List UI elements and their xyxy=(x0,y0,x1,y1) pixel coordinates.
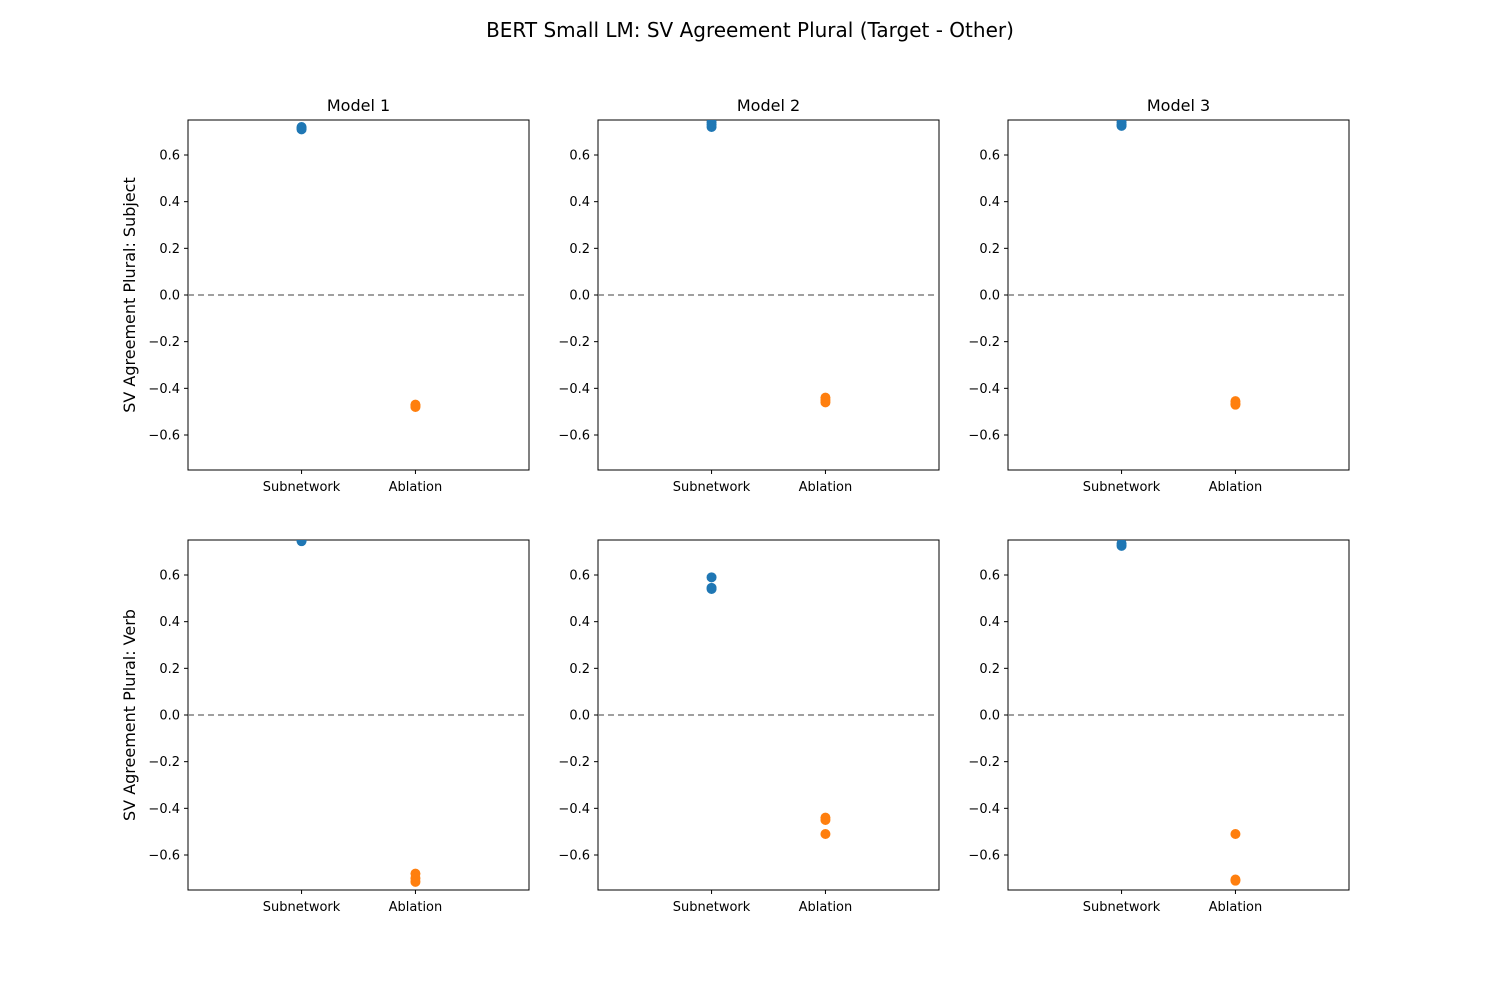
x-tick-label: Subnetwork xyxy=(263,900,341,915)
y-tick-label: 0.4 xyxy=(979,195,1000,210)
panel-1-3: −0.6 −0.4 −0.2 0.0 0.2 0.4 0.6 Subnetwork Ablati… xyxy=(968,96,1350,495)
ablation-point xyxy=(1230,875,1241,886)
y-tick-label: −0.4 xyxy=(968,802,1000,817)
subnetwork-point xyxy=(706,584,717,594)
ablation-point xyxy=(1230,829,1241,839)
y-tick-label: −0.4 xyxy=(148,802,180,817)
x-tick-label: Subnetwork xyxy=(673,900,751,915)
panel-title: Model 3 xyxy=(1147,96,1210,115)
y-tick-label: 0.6 xyxy=(569,149,590,164)
ablation-point xyxy=(820,829,831,839)
y-tick-label: −0.2 xyxy=(558,755,590,770)
y-tick-label: 0.4 xyxy=(979,615,1000,630)
y-tick-label: 0.6 xyxy=(569,569,590,584)
panel-title: Model 1 xyxy=(327,96,390,115)
data-points xyxy=(706,572,831,839)
y-tick-label: 0.2 xyxy=(569,662,590,677)
y-tick-label: −0.6 xyxy=(968,849,1000,864)
y-tick-label: 0.0 xyxy=(159,289,180,304)
subnetwork-point xyxy=(1116,120,1127,130)
ablation-point xyxy=(820,815,831,825)
data-points xyxy=(1116,540,1241,886)
y-tick-label: −0.4 xyxy=(968,382,1000,397)
y-tick-label: 0.6 xyxy=(159,569,180,584)
data-points xyxy=(1116,120,1241,410)
x-tick-label: Ablation xyxy=(799,900,853,915)
y-tick-label: −0.6 xyxy=(968,429,1000,444)
subnetwork-point xyxy=(296,540,307,547)
y-tick-label: −0.4 xyxy=(148,382,180,397)
y-tick-label: 0.0 xyxy=(569,709,590,724)
x-tick-label: Subnetwork xyxy=(263,480,341,495)
y-tick-label: −0.2 xyxy=(968,335,1000,350)
subnetwork-point xyxy=(706,120,717,130)
y-axis-label: SV Agreement Plural: Subject xyxy=(120,177,139,412)
y-tick-label: 0.6 xyxy=(159,149,180,164)
panel-title: Model 2 xyxy=(737,96,800,115)
y-tick-label: 0.2 xyxy=(979,242,1000,257)
x-tick-label: Subnetwork xyxy=(1083,480,1161,495)
subnetwork-point xyxy=(706,572,717,583)
y-tick-label: −0.4 xyxy=(558,382,590,397)
panels-layer: −0.6 −0.4 −0.2 0.0 0.2 0.4 0.6 Subnetwork Ablati… xyxy=(120,96,1350,915)
y-tick-label: 0.4 xyxy=(569,615,590,630)
y-tick-label: 0.6 xyxy=(979,149,1000,164)
y-tick-label: 0.4 xyxy=(159,615,180,630)
ablation-point xyxy=(1230,398,1241,409)
ablation-point xyxy=(820,395,831,405)
data-points xyxy=(296,122,421,412)
x-tick-label: Subnetwork xyxy=(1083,900,1161,915)
y-tick-label: 0.0 xyxy=(979,289,1000,304)
y-tick-label: −0.6 xyxy=(148,429,180,444)
panel-2-3: −0.6 −0.4 −0.2 0.0 0.2 0.4 0.6 Subnetwork Ablati… xyxy=(968,539,1350,915)
panel-2-2: −0.6 −0.4 −0.2 0.0 0.2 0.4 0.6 Subnetwork Ablati… xyxy=(558,539,940,915)
y-tick-label: −0.2 xyxy=(148,335,180,350)
y-tick-label: −0.2 xyxy=(148,755,180,770)
subnetwork-point xyxy=(296,123,307,134)
x-tick-label: Ablation xyxy=(799,480,853,495)
ablation-point xyxy=(410,876,421,887)
y-tick-label: 0.2 xyxy=(159,242,180,257)
panel-1-2: −0.6 −0.4 −0.2 0.0 0.2 0.4 0.6 Subnetwork Ablati… xyxy=(558,96,940,495)
y-tick-label: −0.2 xyxy=(558,335,590,350)
y-tick-label: 0.2 xyxy=(979,662,1000,677)
x-tick-label: Subnetwork xyxy=(673,480,751,495)
y-tick-label: −0.6 xyxy=(558,849,590,864)
y-axis-label: SV Agreement Plural: Verb xyxy=(120,609,139,821)
x-tick-label: Ablation xyxy=(389,480,443,495)
y-tick-label: 0.0 xyxy=(979,709,1000,724)
y-tick-label: 0.0 xyxy=(159,709,180,724)
y-tick-label: −0.6 xyxy=(148,849,180,864)
panel-2-1: −0.6 −0.4 −0.2 0.0 0.2 0.4 0.6 Subnetwork Ablati… xyxy=(120,539,530,915)
y-tick-label: 0.2 xyxy=(159,662,180,677)
data-points xyxy=(296,540,421,887)
y-tick-label: 0.4 xyxy=(159,195,180,210)
chart-title: BERT Small LM: SV Agreement Plural (Targ… xyxy=(486,18,1014,42)
x-tick-label: Ablation xyxy=(1209,900,1263,915)
data-points xyxy=(706,120,831,408)
x-tick-label: Ablation xyxy=(1209,480,1263,495)
ablation-point xyxy=(410,400,421,411)
y-tick-label: 0.4 xyxy=(569,195,590,210)
subnetwork-point xyxy=(1116,540,1127,551)
y-tick-label: 0.2 xyxy=(569,242,590,257)
y-tick-label: −0.6 xyxy=(558,429,590,444)
y-tick-label: 0.0 xyxy=(569,289,590,304)
y-tick-label: −0.4 xyxy=(558,802,590,817)
y-tick-label: 0.6 xyxy=(979,569,1000,584)
y-tick-label: −0.2 xyxy=(968,755,1000,770)
x-tick-label: Ablation xyxy=(389,900,443,915)
panel-1-1: −0.6 −0.4 −0.2 0.0 0.2 0.4 0.6 Subnetwork Ablati… xyxy=(120,96,530,495)
